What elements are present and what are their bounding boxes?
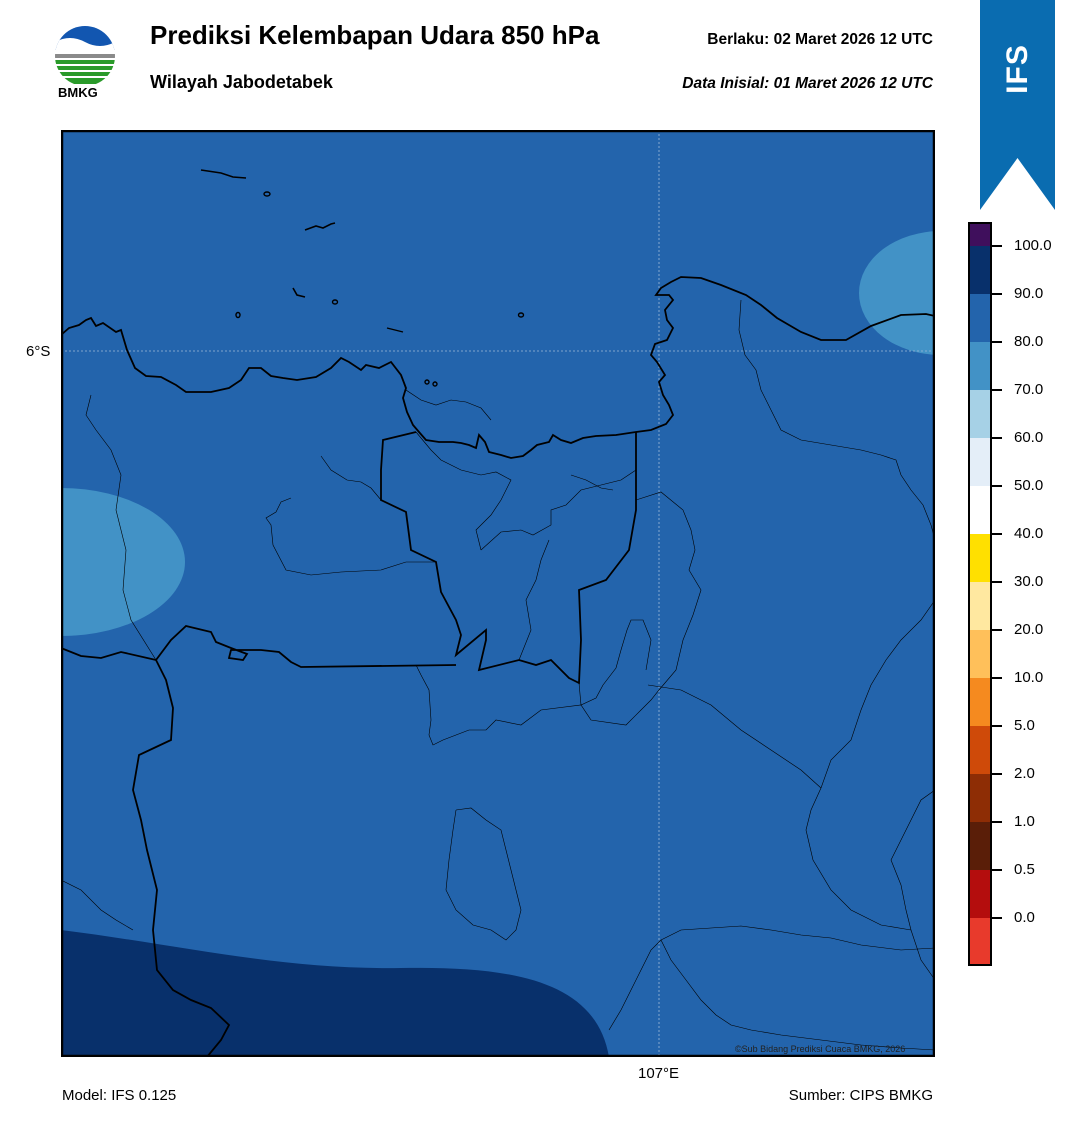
initial-time: Data Inisial: 01 Maret 2026 12 UTC (682, 75, 933, 92)
colorbar-tick-label: 10.0 (1014, 669, 1044, 686)
colorbar-segment (968, 294, 992, 342)
regency-boundaries (61, 299, 935, 1051)
colorbar-tick (992, 773, 1002, 775)
island (200, 169, 247, 179)
colorbar-segment (968, 534, 992, 582)
humidity-field-80-90 (61, 130, 935, 1057)
colorbar-tick (992, 389, 1002, 391)
coastline (61, 276, 935, 459)
colorbar-tick (992, 581, 1002, 583)
colorbar-tick (992, 677, 1002, 679)
province-boundary (380, 431, 637, 685)
model-ribbon (980, 0, 1055, 210)
island (235, 311, 241, 319)
colorbar-segment (968, 486, 992, 534)
colorbar-segment (968, 678, 992, 726)
colorbar-segment (968, 870, 992, 918)
humidity-patch-90-100-s (61, 930, 609, 1057)
colorbar-tick-label: 1.0 (1014, 813, 1035, 830)
province-boundary (61, 625, 457, 668)
humidity-patch-70-80-w (61, 488, 185, 636)
colorbar-tick (992, 293, 1002, 295)
colorbar-frame (968, 222, 992, 966)
colorbar-segment (968, 822, 992, 870)
humidity-map (61, 130, 935, 1057)
source-footer: Sumber: CIPS BMKG (788, 1087, 933, 1104)
bmkg-logo-text: BMKG (58, 85, 98, 100)
island (292, 287, 306, 298)
colorbar-tick (992, 869, 1002, 871)
colorbar-segment (968, 918, 992, 966)
colorbar-segment (968, 630, 992, 678)
colorbar-tick-label: 90.0 (1014, 285, 1044, 302)
colorbar-tick (992, 341, 1002, 343)
map-frame (61, 130, 935, 1057)
colorbar-tick-label: 40.0 (1014, 525, 1044, 542)
chart-title: Prediksi Kelembapan Udara 850 hPa (150, 20, 600, 50)
lat-label: 6°S (26, 343, 51, 360)
island (517, 312, 525, 318)
island (424, 379, 430, 385)
lon-label: 107°E (638, 1065, 680, 1082)
island (304, 222, 336, 231)
region-subtitle: Wilayah Jabodetabek (150, 72, 333, 92)
colorbar-tick (992, 821, 1002, 823)
colorbar-segment (968, 390, 992, 438)
colorbar-segment (968, 582, 992, 630)
colorbar-tick (992, 485, 1002, 487)
colorbar-tick (992, 245, 1002, 247)
colorbar-tick (992, 629, 1002, 631)
island (432, 381, 438, 387)
colorbar-tick-label: 5.0 (1014, 717, 1035, 734)
colorbar-tick-label: 2.0 (1014, 765, 1035, 782)
province-boundary (132, 659, 231, 1057)
island (386, 327, 404, 333)
island (331, 299, 339, 305)
model-badge-text: IFS (1000, 44, 1034, 94)
colorbar-tick (992, 917, 1002, 919)
map-credit: ©Sub Bidang Prediksi Cuaca BMKG, 2026 (735, 1044, 906, 1054)
colorbar-segment (968, 246, 992, 294)
colorbar-tick-label: 60.0 (1014, 429, 1044, 446)
colorbar-segment (968, 726, 992, 774)
colorbar-tick-label: 20.0 (1014, 621, 1044, 638)
colorbar-tick (992, 533, 1002, 535)
colorbar-tick-label: 80.0 (1014, 333, 1044, 350)
colorbar-segment (968, 774, 992, 822)
colorbar (968, 222, 992, 966)
colorbar-tick-label: 50.0 (1014, 477, 1044, 494)
colorbar-tick-label: 70.0 (1014, 381, 1044, 398)
colorbar-tick (992, 437, 1002, 439)
model-ribbon-label: IFS (980, 36, 1055, 102)
bmkg-logo (55, 26, 115, 84)
colorbar-segment (968, 438, 992, 486)
model-footer: Model: IFS 0.125 (62, 1087, 177, 1104)
valid-time: Berlaku: 02 Maret 2026 12 UTC (707, 31, 933, 48)
colorbar-segment (968, 342, 992, 390)
colorbar-tick-label: 100.0 (1014, 237, 1052, 254)
colorbar-tick-label: 30.0 (1014, 573, 1044, 590)
island (263, 191, 271, 197)
colorbar-tick-label: 0.5 (1014, 861, 1035, 878)
colorbar-tick (992, 725, 1002, 727)
colorbar-segment (968, 222, 992, 246)
colorbar-tick-label: 0.0 (1014, 909, 1035, 926)
